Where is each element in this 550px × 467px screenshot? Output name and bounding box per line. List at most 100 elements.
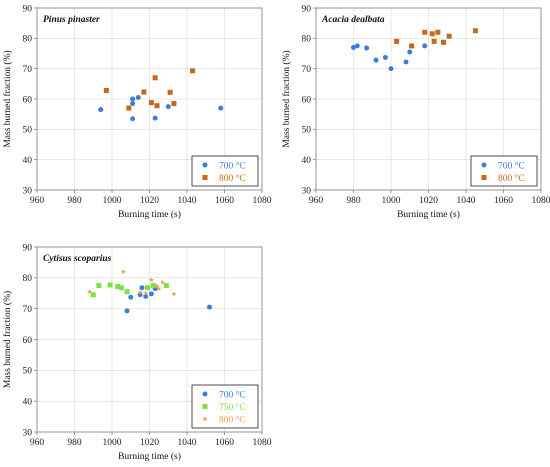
data-point: [394, 38, 400, 44]
legend-label: 700 °C: [219, 160, 246, 171]
data-point: [145, 285, 151, 291]
data-point: [160, 279, 166, 285]
series-3: [86, 268, 177, 297]
data-point: [90, 292, 96, 298]
legend-label: 800 °C: [219, 414, 246, 425]
y-tick-label: 40: [23, 397, 33, 407]
data-point: [137, 289, 143, 295]
legend-label: 700 °C: [498, 160, 525, 171]
legend-box: [470, 155, 538, 187]
data-point: [154, 103, 160, 109]
series-1: [351, 43, 428, 72]
legend-label: 800 °C: [219, 173, 246, 184]
y-tick-label: 60: [302, 95, 312, 105]
y-tick-label: 50: [23, 126, 33, 136]
x-tick-label: 1000: [103, 196, 122, 206]
x-tick-label: 1020: [140, 438, 159, 448]
y-tick-label: 30: [302, 186, 312, 196]
legend: 700 °C 800 °C: [470, 155, 538, 187]
chart-title: Pinus pinaster: [43, 15, 100, 25]
legend-marker: [481, 162, 487, 168]
data-point: [143, 290, 149, 296]
data-point: [156, 285, 162, 291]
legend-marker: [202, 416, 208, 422]
data-point: [148, 100, 154, 106]
y-tick-label: 40: [302, 156, 312, 166]
x-axis-label: Burning time (s): [118, 451, 181, 462]
data-point: [141, 89, 147, 95]
chart-title: Acacia dealbata: [321, 15, 385, 25]
data-point: [429, 31, 435, 37]
data-point: [422, 43, 428, 49]
data-point: [167, 89, 173, 95]
legend-box: [191, 155, 259, 187]
data-point: [171, 291, 177, 297]
y-axis-label: Mass burned fraction (%): [281, 50, 292, 147]
data-point: [96, 283, 102, 289]
data-point: [86, 288, 93, 294]
data-point: [115, 283, 121, 289]
legend-label: 800 °C: [498, 173, 525, 184]
data-point: [409, 43, 415, 49]
legend: 700 °C 800 °C: [191, 155, 259, 187]
x-tick-label: 1040: [178, 438, 197, 448]
data-point: [150, 283, 156, 289]
x-tick-label: 980: [346, 196, 361, 206]
legend-marker: [202, 391, 208, 397]
data-point: [190, 68, 196, 74]
data-point: [98, 107, 104, 113]
data-point: [124, 308, 130, 314]
y-tick-label: 90: [23, 4, 33, 14]
data-point: [446, 33, 452, 39]
x-tick-label: 1060: [215, 196, 234, 206]
y-tick-label: 70: [23, 65, 33, 75]
x-axis-label: Burning time (s): [118, 209, 181, 220]
x-tick-label: 980: [67, 196, 82, 206]
data-point: [107, 282, 113, 288]
legend-marker: [202, 175, 208, 180]
data-point: [407, 49, 413, 55]
series-1: [98, 94, 224, 122]
y-axis-label: Mass burned fraction (%): [2, 291, 13, 388]
data-point: [354, 43, 360, 49]
data-point: [364, 45, 370, 51]
data-point: [382, 54, 388, 60]
data-point: [163, 283, 169, 289]
legend-label: 700 °C: [219, 389, 246, 400]
chart-panel-3: 960 980 1000 1020 1040 1060 1080 30 40 50 60 70 80 90…: [2, 243, 272, 462]
data-point: [207, 304, 212, 310]
chart-panel-1: 960 980 1000 1020 1040 1060 1080 30 40 50 60 70 80 90…: [2, 4, 272, 220]
x-tick-label: 1060: [494, 196, 513, 206]
y-tick-label: 70: [302, 65, 312, 75]
data-point: [472, 28, 478, 34]
data-point: [128, 294, 134, 300]
x-tick-label: 1020: [140, 196, 159, 206]
data-point: [441, 39, 446, 45]
x-tick-label: 1080: [253, 196, 272, 206]
y-tick-label: 40: [23, 156, 33, 166]
y-tick-label: 30: [23, 428, 33, 438]
data-point: [435, 29, 441, 35]
y-tick-label: 70: [23, 305, 33, 315]
data-point: [124, 289, 130, 295]
chart-title: Cytisus scoparius: [43, 254, 112, 264]
x-tick-label: 980: [67, 438, 82, 448]
x-tick-label: 1000: [382, 196, 401, 206]
x-axis-label: Burning time (s): [397, 209, 460, 220]
data-point: [388, 66, 394, 72]
data-point: [403, 59, 409, 65]
data-point: [118, 285, 124, 291]
y-tick-label: 80: [23, 274, 33, 284]
y-tick-label: 90: [302, 4, 312, 14]
legend-marker: [202, 404, 208, 409]
data-point: [139, 285, 145, 291]
data-point: [422, 29, 428, 35]
data-point: [152, 115, 158, 121]
series-1: [124, 285, 212, 314]
y-tick-label: 80: [23, 35, 33, 45]
series-2: [394, 28, 478, 49]
data-point: [165, 104, 171, 110]
x-tick-label: 960: [30, 196, 45, 206]
data-point: [130, 116, 136, 122]
series-2: [103, 68, 196, 111]
